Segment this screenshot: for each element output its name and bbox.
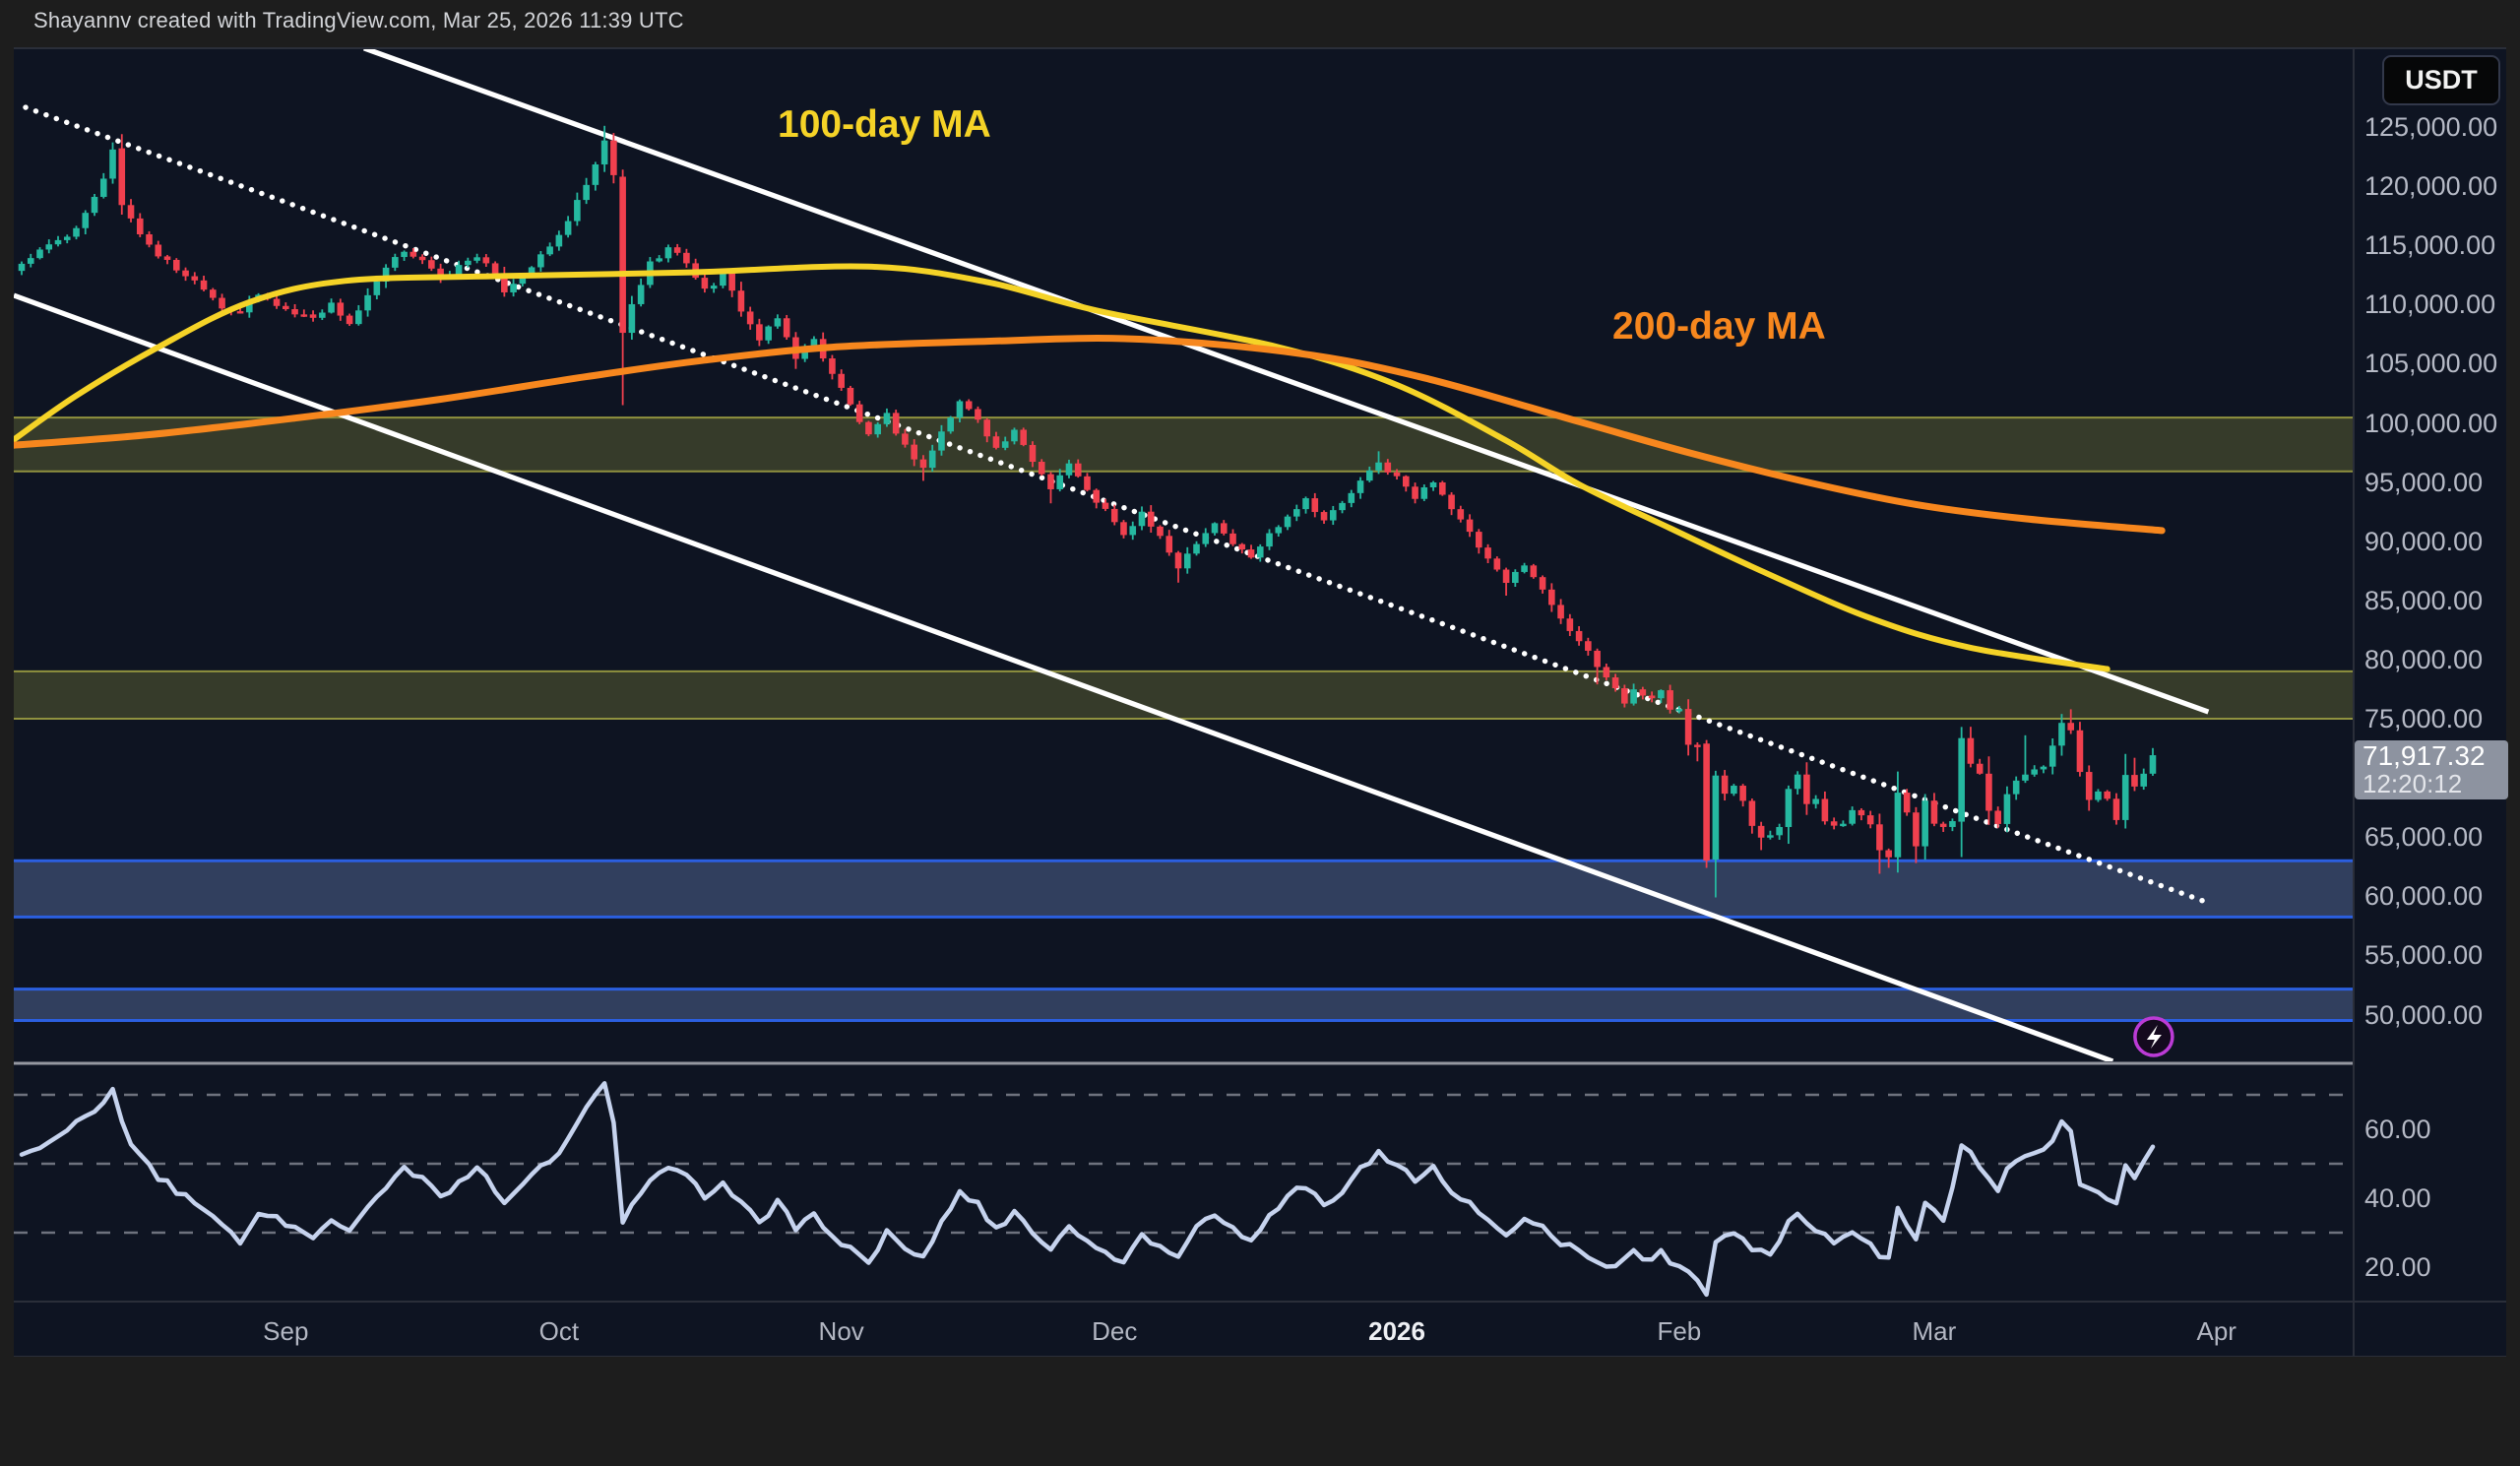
channel-lower[interactable] xyxy=(14,292,2114,1061)
current-price: 71,917.32 xyxy=(2362,740,2486,771)
ma200-line[interactable] xyxy=(13,335,2166,535)
price-axis-label: 125,000.00 xyxy=(2364,112,2498,142)
price-axis-label: 55,000.00 xyxy=(2364,940,2484,971)
time-axis-label-oct: Oct xyxy=(538,1316,580,1346)
price-axis-label: 65,000.00 xyxy=(2364,822,2484,853)
time-axis-label-sep: Sep xyxy=(263,1316,309,1346)
axis-left-border xyxy=(2353,48,2355,1357)
rsi-axis-label: 20.00 xyxy=(2364,1252,2431,1282)
candlestick-series xyxy=(18,125,2157,898)
support-zone-lower xyxy=(14,988,2353,1023)
channel-upper[interactable] xyxy=(362,48,2210,715)
price-axis-label: 85,000.00 xyxy=(2364,585,2484,615)
current-price-countdown-label: 71,917.32 12:20:12 xyxy=(2355,740,2508,799)
time-axis-label-mar: Mar xyxy=(1912,1316,1957,1346)
price-axis-label: 120,000.00 xyxy=(2364,171,2498,202)
support-zone-upper xyxy=(14,859,2353,919)
rsi-axis-label: 60.00 xyxy=(2364,1115,2431,1144)
main-pane[interactable] xyxy=(13,48,2353,1061)
price-axis-label: 105,000.00 xyxy=(2364,349,2498,379)
price-axis-label: 80,000.00 xyxy=(2364,644,2484,674)
time-axis-label-apr: Apr xyxy=(2196,1316,2236,1346)
price-axis-label: 110,000.00 xyxy=(2364,289,2496,320)
price-axis-label: 115,000.00 xyxy=(2364,230,2496,261)
symbol-badge[interactable]: USDT xyxy=(2382,55,2500,105)
time-axis-label-dec: Dec xyxy=(1092,1316,1138,1346)
pane-top-border xyxy=(14,47,2506,49)
time-axis-label-feb: Feb xyxy=(1657,1316,1702,1346)
channel-mid[interactable] xyxy=(23,104,2212,906)
ma200-label: 200-day MA xyxy=(1612,305,1826,348)
footer-bar: TradingView xyxy=(0,1357,2520,1466)
ma100-line[interactable] xyxy=(13,263,2110,672)
rsi-axis-label: 40.00 xyxy=(2364,1183,2431,1213)
time-axis-label-2026: 2026 xyxy=(1368,1316,1425,1346)
price-axis-label: 100,000.00 xyxy=(2364,408,2498,438)
price-axis-label: 95,000.00 xyxy=(2364,467,2484,497)
lightning-icon[interactable] xyxy=(2133,1016,2174,1057)
bar-close-countdown: 12:20:12 xyxy=(2362,769,2463,798)
ma100-label: 100-day MA xyxy=(778,103,991,146)
rsi-line xyxy=(19,1081,2156,1298)
price-axis-label: 60,000.00 xyxy=(2364,881,2484,912)
rsi-pane[interactable] xyxy=(14,1081,2353,1298)
resistance-zone-upper xyxy=(14,416,2353,473)
header-bar: Shayannv created with TradingView.com, M… xyxy=(0,0,2520,43)
attribution-text: Shayannv created with TradingView.com, M… xyxy=(33,8,684,32)
time-axis-label-nov: Nov xyxy=(818,1316,864,1346)
time-axis-border xyxy=(14,1301,2506,1303)
price-axis-label: 90,000.00 xyxy=(2364,526,2484,556)
resistance-zone-lower xyxy=(14,669,2353,720)
price-axis-label: 75,000.00 xyxy=(2364,704,2484,733)
price-axis-label: 50,000.00 xyxy=(2364,999,2484,1030)
